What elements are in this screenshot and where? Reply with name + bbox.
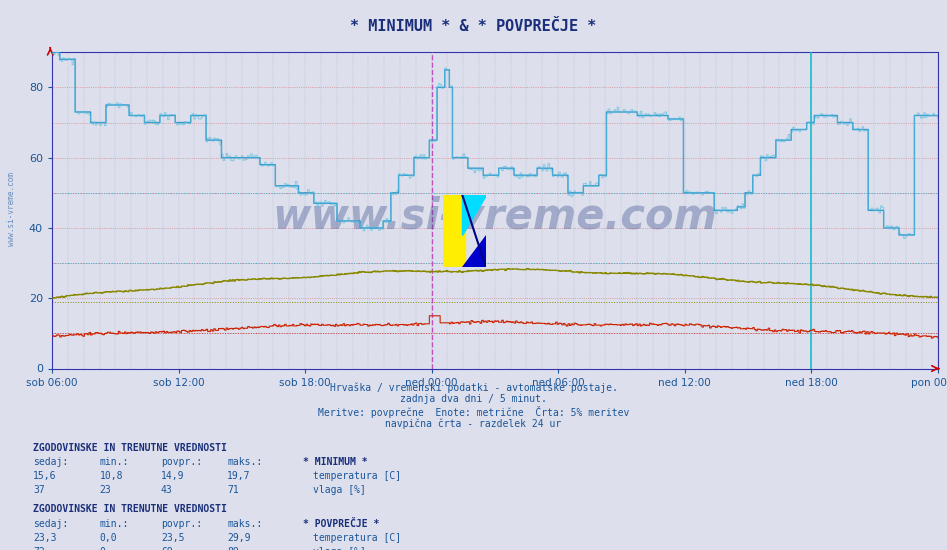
Text: maks.:: maks.: [227, 519, 262, 529]
Text: 29,9: 29,9 [227, 533, 251, 543]
Text: min.:: min.: [99, 519, 129, 529]
Text: 72: 72 [33, 547, 45, 550]
Text: * MINIMUM * & * POVPREČJE *: * MINIMUM * & * POVPREČJE * [350, 19, 597, 34]
Text: Hrvaška / vremenski podatki - avtomatske postaje.: Hrvaška / vremenski podatki - avtomatske… [330, 382, 617, 393]
Text: * POVPREČJE *: * POVPREČJE * [303, 519, 380, 529]
Text: temperatura [C]: temperatura [C] [313, 533, 401, 543]
Text: 0,0: 0,0 [99, 533, 117, 543]
Text: ZGODOVINSKE IN TRENUTNE VREDNOSTI: ZGODOVINSKE IN TRENUTNE VREDNOSTI [33, 443, 227, 453]
Text: 23: 23 [99, 485, 111, 495]
Text: povpr.:: povpr.: [161, 457, 202, 467]
Text: * MINIMUM *: * MINIMUM * [303, 457, 367, 467]
Polygon shape [462, 234, 486, 267]
Polygon shape [443, 195, 465, 267]
Text: 71: 71 [227, 485, 239, 495]
Text: www.si-vreme.com: www.si-vreme.com [273, 196, 717, 238]
Text: 10,8: 10,8 [99, 471, 123, 481]
Text: temperatura [C]: temperatura [C] [313, 471, 401, 481]
Text: maks.:: maks.: [227, 457, 262, 467]
Text: 69: 69 [161, 547, 172, 550]
Text: 23,5: 23,5 [161, 533, 185, 543]
Text: navpična črta - razdelek 24 ur: navpična črta - razdelek 24 ur [385, 419, 562, 429]
Text: 23,3: 23,3 [33, 533, 57, 543]
Text: 43: 43 [161, 485, 172, 495]
Polygon shape [462, 195, 486, 234]
Text: 89: 89 [227, 547, 239, 550]
Text: povpr.:: povpr.: [161, 519, 202, 529]
Text: 15,6: 15,6 [33, 471, 57, 481]
Text: 0: 0 [99, 547, 105, 550]
Text: sedaj:: sedaj: [33, 519, 68, 529]
Text: 19,7: 19,7 [227, 471, 251, 481]
Text: sedaj:: sedaj: [33, 457, 68, 467]
Text: min.:: min.: [99, 457, 129, 467]
Text: www.si-vreme.com: www.si-vreme.com [7, 172, 16, 246]
Text: Meritve: povprečne  Enote: metrične  Črta: 5% meritev: Meritve: povprečne Enote: metrične Črta:… [318, 406, 629, 419]
Text: vlaga [%]: vlaga [%] [313, 485, 366, 495]
Text: vlaga [%]: vlaga [%] [313, 547, 366, 550]
Text: zadnja dva dni / 5 minut.: zadnja dva dni / 5 minut. [400, 394, 547, 404]
Text: 37: 37 [33, 485, 45, 495]
Text: 14,9: 14,9 [161, 471, 185, 481]
Text: ZGODOVINSKE IN TRENUTNE VREDNOSTI: ZGODOVINSKE IN TRENUTNE VREDNOSTI [33, 504, 227, 514]
